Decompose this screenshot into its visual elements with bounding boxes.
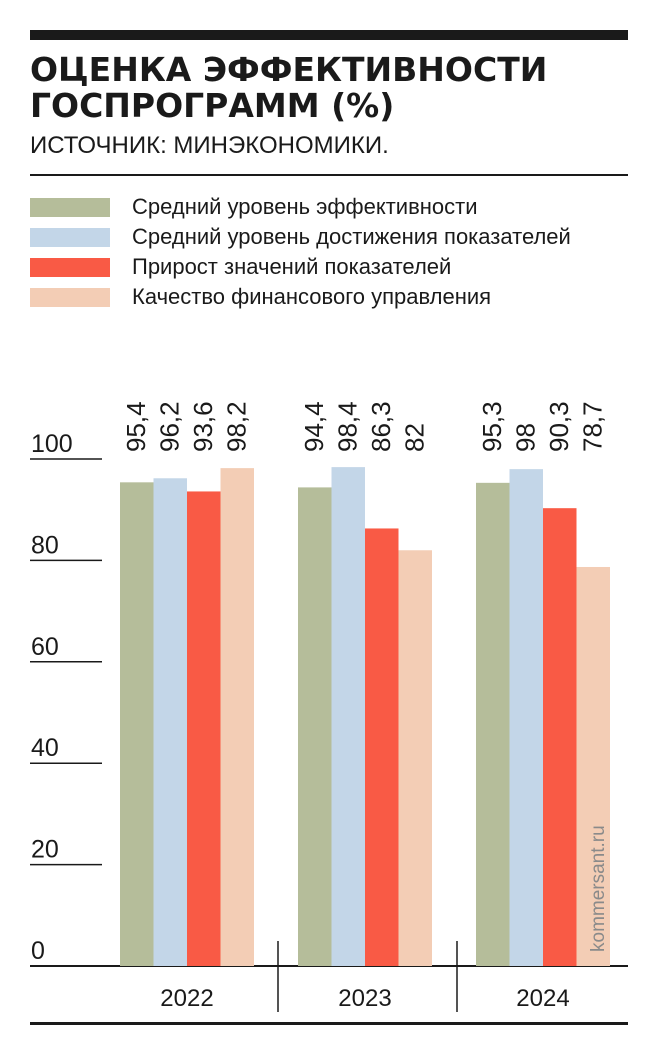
bottom-rule xyxy=(30,1022,628,1025)
chart-source: ИСТОЧНИК: МИНЭКОНОМИКИ. xyxy=(30,132,389,159)
bar-value-label: 93,6 xyxy=(188,401,218,452)
bar xyxy=(187,491,221,966)
legend-swatch-finance xyxy=(30,287,110,307)
bar xyxy=(543,508,577,966)
bar xyxy=(120,482,154,966)
y-tick-label: 0 xyxy=(31,937,45,965)
legend-item-efficiency: Средний уровень эффективности xyxy=(30,193,571,221)
bar-value-label: 95,3 xyxy=(477,401,507,452)
y-tick-label: 80 xyxy=(31,531,59,559)
legend-label-efficiency: Средний уровень эффективности xyxy=(132,194,478,219)
top-rule xyxy=(30,30,628,40)
x-tick-label: 2024 xyxy=(516,985,569,1012)
bar-value-label: 86,3 xyxy=(366,401,396,452)
chart-title: ОЦЕНКА ЭФФЕКТИВНОСТИ ГОСПРОГРАММ (%) xyxy=(30,50,548,125)
y-tick-label: 100 xyxy=(31,430,73,458)
bar-value-label: 94,4 xyxy=(299,401,329,452)
y-tick-label: 20 xyxy=(31,836,59,864)
legend-item-growth: Прирост значений показателей xyxy=(30,253,571,281)
legend-swatch-efficiency xyxy=(30,197,110,217)
legend-item-finance: Качество финансового управления xyxy=(30,283,571,311)
bar xyxy=(398,550,432,966)
bar-value-label: 95,4 xyxy=(121,401,151,452)
legend-item-achievement: Средний уровень достижения показателей xyxy=(30,223,571,251)
x-tick-label: 2023 xyxy=(338,985,391,1012)
bar-value-label: 98,2 xyxy=(221,401,251,452)
bar-value-label: 78,7 xyxy=(577,401,607,452)
bar xyxy=(509,469,543,966)
bar xyxy=(220,468,254,966)
legend-swatch-achievement xyxy=(30,227,110,247)
y-tick-label: 60 xyxy=(31,633,59,661)
bar-value-label: 98 xyxy=(510,423,540,452)
x-tick-label: 2022 xyxy=(160,985,213,1012)
y-tick-label: 40 xyxy=(31,734,59,762)
bar-value-label: 96,2 xyxy=(154,401,184,452)
bar xyxy=(331,467,365,966)
watermark: kommersant.ru xyxy=(588,825,609,952)
bar xyxy=(298,487,332,966)
bar-value-label: 98,4 xyxy=(332,401,362,452)
legend-label-growth: Прирост значений показателей xyxy=(132,254,452,279)
bar-value-label: 90,3 xyxy=(544,401,574,452)
legend: Средний уровень эффективности Средний ур… xyxy=(30,193,571,313)
legend-label-achievement: Средний уровень достижения показателей xyxy=(132,224,571,249)
bar-value-label: 82 xyxy=(399,423,429,452)
bar xyxy=(365,528,399,966)
header-divider xyxy=(30,174,628,176)
bar xyxy=(576,566,610,966)
bar xyxy=(476,482,510,966)
bar xyxy=(153,478,187,966)
legend-swatch-growth xyxy=(30,257,110,277)
legend-label-finance: Качество финансового управления xyxy=(132,284,492,309)
